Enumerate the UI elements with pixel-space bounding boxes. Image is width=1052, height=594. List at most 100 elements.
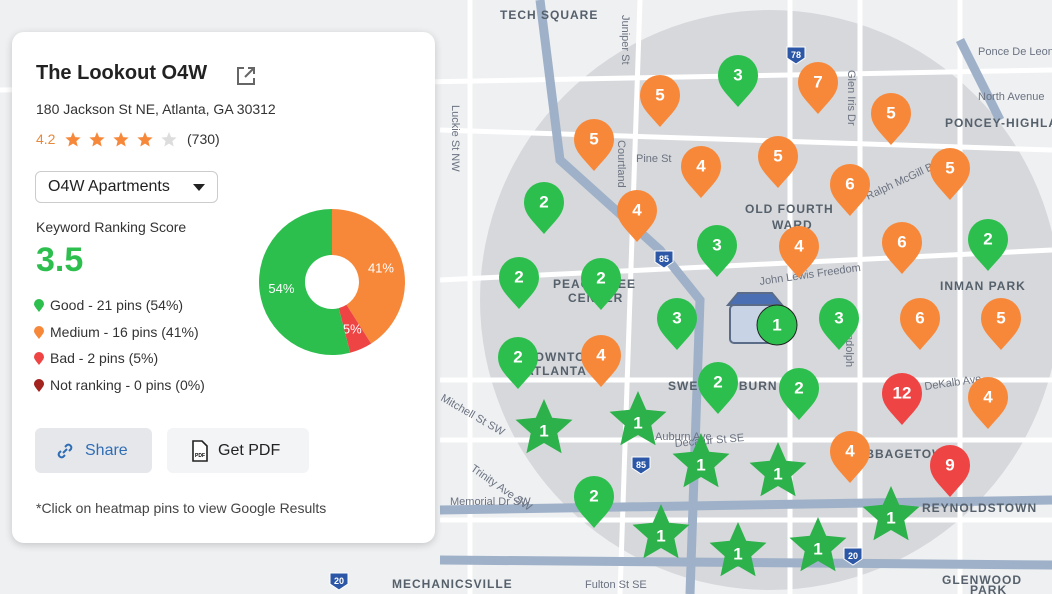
street-label: Glen Iris Dr [845,70,857,126]
legend-pin [34,299,44,312]
heatmap-pin[interactable]: 5 [640,75,680,127]
heatmap-pin[interactable]: 4 [681,146,721,198]
pin-label: 5 [589,130,598,149]
pin-label: 1 [633,414,642,433]
share-button[interactable]: Share [35,428,152,473]
heatmap-pin[interactable]: 3 [657,298,697,350]
heatmap-pin[interactable]: 2 [581,258,621,310]
heatmap-pin[interactable]: 1 [672,433,730,488]
heatmap-pin[interactable]: 2 [524,182,564,234]
heatmap-pin[interactable]: 6 [882,222,922,274]
legend-entry: Medium - 16 pins (41%) [50,323,199,340]
pin-label: 4 [983,388,993,407]
pin-star [709,522,767,577]
star [113,132,129,147]
share-label: Share [85,442,128,459]
heatmap-pin[interactable]: 2 [498,337,538,389]
street-label: Pine St [636,153,671,165]
pin-marker [697,225,737,277]
heatmap-pin[interactable]: 4 [830,431,870,483]
neighborhood-label: OLD FOURTH [745,202,834,216]
donut-value-label: 54% [268,281,294,296]
heatmap-pin[interactable]: 12 [882,373,922,425]
pin-label: 2 [513,348,522,367]
heatmap-pin[interactable]: 4 [581,335,621,387]
street-label: Luckie St NW [449,105,461,172]
pin-label: 5 [945,159,954,178]
heatmap-pin[interactable]: 3 [718,55,758,107]
pin-label: 1 [656,527,665,546]
pin-label: 1 [886,509,895,528]
heatmap-pin[interactable]: 1 [632,504,690,559]
heatmap-pin[interactable]: 1 [756,304,798,346]
legend-marker [34,299,44,312]
heatmap-pin[interactable]: 1 [789,517,847,572]
pin-marker [698,362,738,414]
heatmap-pin[interactable]: 5 [981,298,1021,350]
highway-shield [631,456,651,475]
legend-marker [34,352,44,365]
pin-marker [758,136,798,188]
pin-label: 1 [733,545,742,564]
pin-label: 1 [696,456,705,475]
legend-marker [34,325,44,339]
heatmap-pin[interactable]: 2 [968,219,1008,271]
business-card: The Lookout O4W 180 Jackson St NE, Atlan… [12,32,435,543]
pin-label: 1 [773,465,782,484]
pin-label: 2 [539,193,548,212]
heatmap-pin[interactable]: 2 [574,476,614,528]
highway-shield [843,547,863,566]
neighborhood-label: CABBAGETOWN [846,447,954,461]
pin-marker [968,377,1008,429]
external-link-icon[interactable] [234,64,258,88]
heatmap-pin[interactable]: 5 [574,119,614,171]
heatmap-pin[interactable]: 1 [749,442,807,497]
heatmap-pin[interactable]: 6 [900,298,940,350]
street-label: North Avenue [978,91,1044,103]
heatmap-pin[interactable]: 1 [862,486,920,541]
pin-label: 1 [539,422,548,441]
pin-marker [779,368,819,420]
pin-label: 4 [632,201,642,220]
pin-label: 2 [514,268,523,287]
pdf-button[interactable]: PDF Get PDF [167,428,309,473]
location-dropdown[interactable]: O4W Apartments [35,171,218,203]
heatmap-pin[interactable]: 1 [515,399,573,454]
heatmap-pin[interactable]: 3 [697,225,737,277]
pin-label: 5 [655,86,664,105]
heatmap-pin[interactable]: 4 [968,377,1008,429]
heatmap-pin[interactable]: 1 [609,391,667,446]
heatmap-pin[interactable]: 5 [871,93,911,145]
heatmap-pin[interactable]: 1 [709,522,767,577]
neighborhood-label: GLENWOOD [942,573,1022,587]
pin-label: 5 [886,104,895,123]
heatmap-pin[interactable]: 4 [617,190,657,242]
heatmap-pin[interactable]: 5 [930,148,970,200]
star [65,132,81,147]
heatmap-pin[interactable]: 2 [698,362,738,414]
heatmap-pin[interactable]: 9 [930,445,970,497]
pin-label: 2 [983,230,992,249]
legend-marker [34,378,44,392]
rating: 4.2 [36,131,56,147]
pdf-label: Get PDF [218,442,281,459]
heatmap-pin[interactable]: 3 [819,298,859,350]
highway-shield-label: 85 [636,460,646,470]
neighborhood-label: MECHANICSVILLE [392,577,513,591]
legend-pin [34,325,44,339]
heatmap-pin[interactable]: 6 [830,164,870,216]
pin-label: 2 [596,269,605,288]
pin-marker [981,298,1021,350]
heatmap-pin[interactable]: 5 [758,136,798,188]
legend-entry: Bad - 2 pins (5%) [50,350,159,366]
heatmap-pin[interactable]: 7 [798,62,838,114]
heatmap-pin[interactable]: 2 [499,257,539,309]
pin-marker [871,93,911,145]
link-icon [57,443,73,459]
heatmap-pin[interactable]: 4 [779,226,819,278]
heatmap-pin[interactable]: 2 [779,368,819,420]
pin-marker [498,337,538,389]
score-label: Keyword Ranking Score [36,219,187,235]
caret [193,184,205,191]
